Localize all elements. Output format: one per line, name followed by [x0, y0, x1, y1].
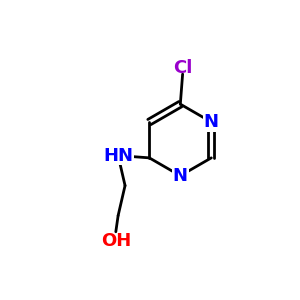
Text: OH: OH [101, 232, 131, 250]
Text: Cl: Cl [173, 59, 192, 77]
Text: N: N [173, 167, 188, 185]
Text: HN: HN [103, 146, 133, 164]
Text: N: N [204, 113, 219, 131]
